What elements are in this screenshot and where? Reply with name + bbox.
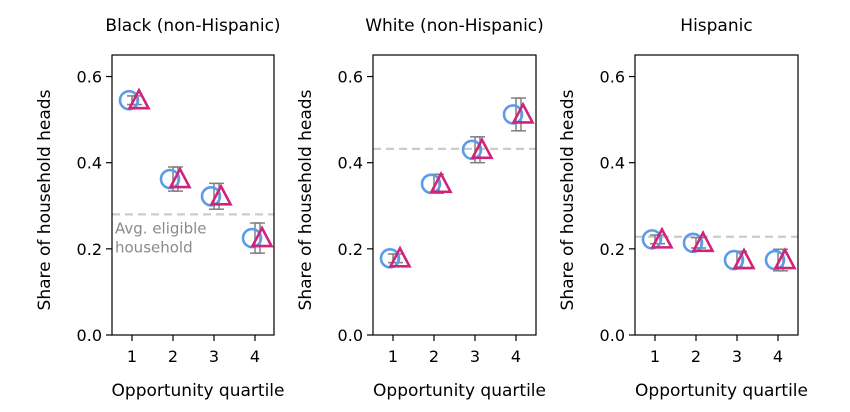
panel-3-ylabel: Share of household heads xyxy=(558,89,578,310)
panel-1-annotation-line-2: household xyxy=(115,238,193,256)
panel-2-xtick-label-3: 4 xyxy=(511,347,521,366)
panel-2-point-triangle-4 xyxy=(511,101,535,124)
panel-3-point-triangle-2 xyxy=(691,230,715,253)
panel-1-point-triangle-3 xyxy=(209,183,233,206)
panel-1-xtick-label-3: 4 xyxy=(250,347,260,366)
panel-1-xtick-label-0: 1 xyxy=(127,347,137,366)
panel-2-point-triangle-3 xyxy=(470,136,494,160)
panel-3-frame xyxy=(634,54,799,336)
panel-2-xtick-label-1: 2 xyxy=(429,347,439,366)
panel-1-xtick-label-2: 3 xyxy=(209,347,219,366)
panel-3-ytick-label-0: 0.0 xyxy=(600,326,625,345)
panel-3-xtick-label-1: 2 xyxy=(691,347,701,366)
panel-1-frame xyxy=(111,54,275,336)
panel-2-point-triangle-1 xyxy=(388,245,412,268)
panel-3-title: Hispanic xyxy=(680,16,752,36)
panel-2-xtick-label-0: 1 xyxy=(388,347,398,366)
panel-2-xtick-label-2: 3 xyxy=(470,347,480,366)
panel-3-ytick-label-2: 0.4 xyxy=(600,154,625,173)
panel-1-point-triangle-2 xyxy=(168,166,192,189)
panel-1-annotation-line-1: Avg. eligible xyxy=(115,219,207,237)
panel-3-xtick-label-3: 4 xyxy=(773,347,783,366)
panel-3-point-triangle-1 xyxy=(650,226,674,249)
panel-2-point-triangle-2 xyxy=(429,171,453,194)
panel-3-xtick-label-0: 1 xyxy=(650,347,660,366)
panel-1-xtick-label-1: 2 xyxy=(168,347,178,366)
panel-1-ytick-label-1: 0.2 xyxy=(77,240,102,259)
panel-2-ylabel: Share of household heads xyxy=(296,89,316,310)
panel-3-point-triangle-4 xyxy=(773,247,797,270)
panel-2-ytick-label-2: 0.4 xyxy=(338,154,363,173)
panel-2-frame xyxy=(372,54,537,336)
panel-3-ytick-label-1: 0.2 xyxy=(600,240,625,259)
panel-3-xtick-label-2: 3 xyxy=(732,347,742,366)
panel-1-xlabel: Opportunity quartile xyxy=(112,381,285,401)
panel-1-ylabel: Share of household heads xyxy=(35,89,55,310)
panel-2-ytick-label-1: 0.2 xyxy=(338,240,363,259)
panel-1-point-triangle-4 xyxy=(250,225,274,248)
panel-3-xlabel: Opportunity quartile xyxy=(635,381,808,401)
panel-3-ytick-label-3: 0.6 xyxy=(600,68,625,87)
panel-1-title: Black (non-Hispanic) xyxy=(105,16,280,36)
panel-1-ytick-label-2: 0.4 xyxy=(77,154,102,173)
panel-2-ytick-label-3: 0.6 xyxy=(338,68,363,87)
panel-2-ytick-label-0: 0.0 xyxy=(338,326,363,345)
panel-1-ytick-label-0: 0.0 xyxy=(77,326,102,345)
panel-1-point-triangle-1 xyxy=(127,87,151,110)
panel-2-xlabel: Opportunity quartile xyxy=(373,381,546,401)
panel-1-ytick-label-3: 0.6 xyxy=(77,68,102,87)
panel-3-point-triangle-3 xyxy=(732,247,756,270)
panel-2-title: White (non-Hispanic) xyxy=(365,16,544,36)
